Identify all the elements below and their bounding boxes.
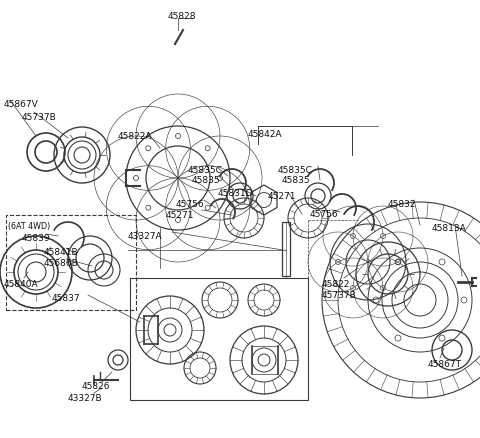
Text: 45842A: 45842A [248, 130, 283, 139]
Text: 43327B: 43327B [68, 394, 103, 403]
Text: 45839: 45839 [22, 234, 50, 243]
Text: 45835C: 45835C [188, 166, 223, 175]
Bar [6, 215, 136, 310]
Text: 45737B: 45737B [322, 291, 357, 300]
Text: 45835: 45835 [192, 176, 221, 185]
Text: (6AT 4WD): (6AT 4WD) [8, 222, 50, 231]
Text: 45756: 45756 [310, 210, 338, 219]
Text: 45835: 45835 [282, 176, 311, 185]
Bar [130, 278, 308, 400]
Text: 45826: 45826 [82, 382, 110, 391]
Text: 45822A: 45822A [118, 132, 153, 141]
Text: 45840A: 45840A [4, 280, 38, 289]
Text: 45867T: 45867T [428, 360, 462, 369]
Text: 43327A: 43327A [128, 232, 163, 241]
Text: 45835C: 45835C [278, 166, 313, 175]
Text: 45867V: 45867V [4, 100, 39, 109]
Text: 45756: 45756 [176, 200, 204, 209]
Text: 45831D: 45831D [218, 189, 253, 198]
Text: 45271: 45271 [268, 192, 297, 201]
Text: 45813A: 45813A [432, 224, 467, 233]
Bar [282, 222, 290, 276]
Text: 45822: 45822 [322, 280, 350, 289]
Text: 45737B: 45737B [22, 113, 57, 122]
Text: 45837: 45837 [52, 294, 81, 303]
Text: 45841B: 45841B [44, 248, 79, 257]
Text: 45828: 45828 [168, 12, 196, 21]
Text: 45271: 45271 [166, 211, 194, 220]
Text: 45832: 45832 [388, 200, 417, 209]
Text: 45686B: 45686B [44, 259, 79, 268]
